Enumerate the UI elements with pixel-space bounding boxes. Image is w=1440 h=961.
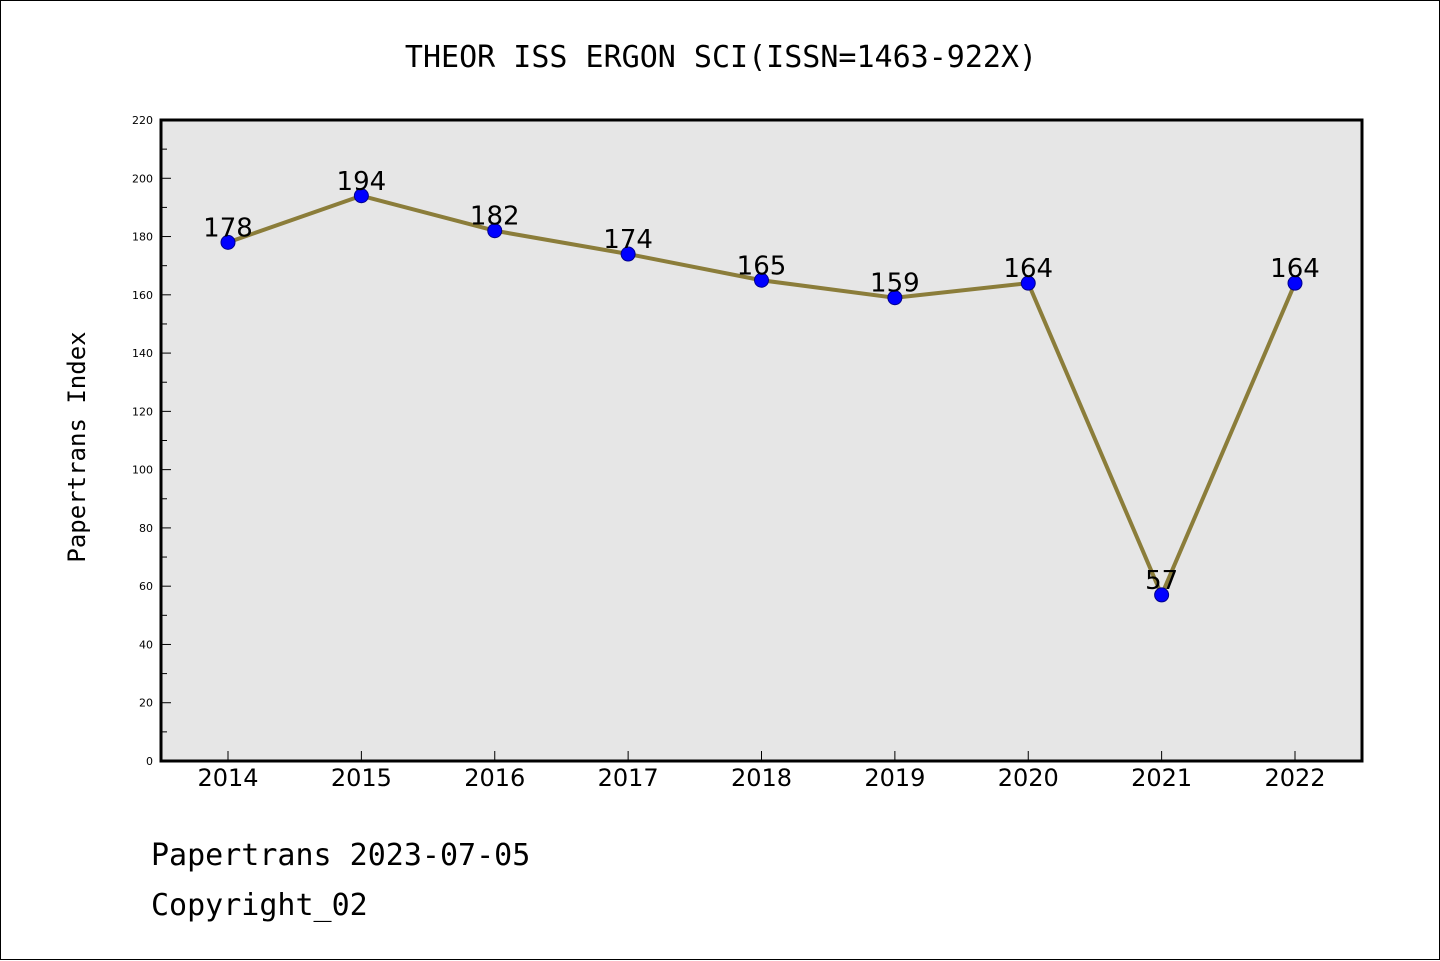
data-label: 178 — [203, 213, 253, 243]
y-tick-label: 180 — [132, 231, 153, 244]
data-label: 194 — [337, 167, 387, 197]
footer-copyright: Copyright_02 — [151, 888, 368, 923]
footer-date: Papertrans 2023-07-05 — [151, 838, 530, 873]
data-label: 164 — [1270, 254, 1320, 284]
chart-title: THEOR ISS ERGON SCI(ISSN=1463-922X) — [405, 40, 1037, 75]
x-tick-label: 2014 — [197, 764, 258, 792]
plot-border — [159, 118, 1364, 763]
data-point — [487, 223, 503, 239]
data-label: 182 — [470, 202, 520, 232]
data-point — [353, 188, 369, 204]
data-label: 164 — [1003, 254, 1053, 284]
x-tick-label: 2022 — [1264, 764, 1325, 792]
data-point — [620, 246, 636, 262]
data-point — [754, 272, 769, 288]
data-markers — [220, 188, 1303, 603]
data-point — [1287, 275, 1303, 291]
y-tick-label: 0 — [146, 755, 153, 768]
plot-area — [161, 120, 1362, 761]
y-tick-label: 120 — [132, 405, 153, 418]
data-label: 174 — [603, 225, 653, 255]
x-tick-label: 2015 — [331, 764, 392, 792]
data-point — [887, 290, 903, 306]
y-tick-label: 100 — [132, 464, 153, 477]
x-tick-label: 2020 — [998, 764, 1059, 792]
y-tick-label: 60 — [139, 580, 153, 593]
data-point — [1154, 587, 1170, 603]
x-tick-label: 2019 — [864, 764, 925, 792]
y-tick-label: 80 — [139, 522, 153, 535]
y-tick-label: 220 — [132, 114, 153, 127]
x-tick-label: 2017 — [598, 764, 659, 792]
y-tick-label: 160 — [132, 289, 153, 302]
data-label: 57 — [1145, 566, 1178, 596]
data-label: 165 — [737, 251, 787, 281]
y-tick-label: 140 — [132, 347, 153, 360]
x-tick-label: 2016 — [464, 764, 525, 792]
x-tick-label: 2018 — [731, 764, 792, 792]
data-label: 159 — [870, 269, 920, 299]
data-labels: 178 194 182 174 165 159 164 57 164 — [203, 167, 1320, 596]
y-tick-label: 20 — [139, 697, 153, 710]
x-tick-label: 2021 — [1131, 764, 1192, 792]
data-point — [1020, 275, 1036, 291]
x-axis-ticks: 2014 2015 2016 2017 2018 2019 2020 2021 2022 — [197, 751, 1326, 792]
y-tick-label: 40 — [139, 638, 153, 651]
data-point — [220, 234, 236, 250]
y-axis-label: Papertrans Index — [63, 331, 91, 562]
y-tick-label: 200 — [132, 172, 153, 185]
